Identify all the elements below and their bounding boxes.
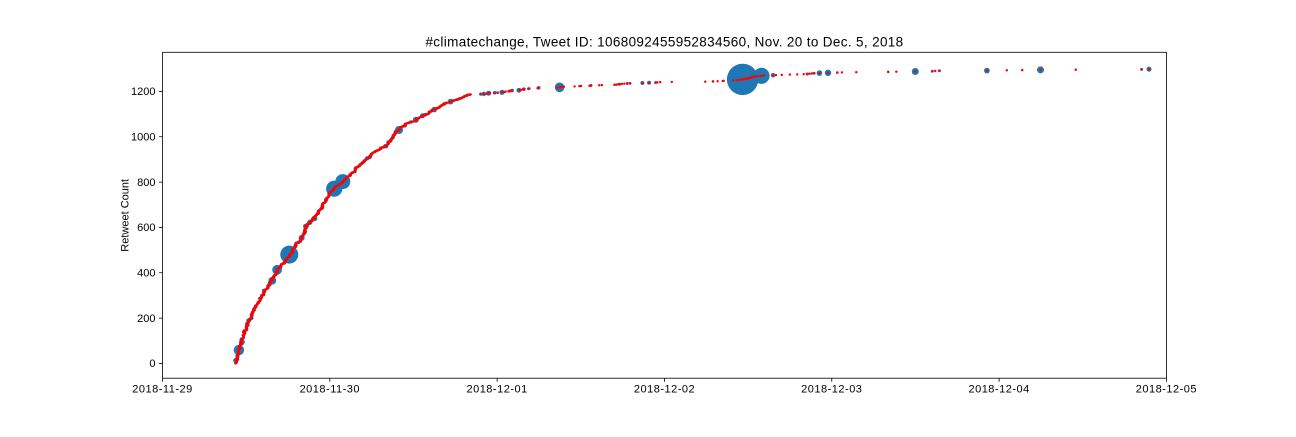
svg-text:200: 200: [137, 313, 155, 325]
svg-text:2018-11-30: 2018-11-30: [300, 384, 360, 396]
svg-text:2018-12-03: 2018-12-03: [801, 384, 862, 396]
svg-text:800: 800: [137, 177, 155, 189]
svg-text:2018-12-01: 2018-12-01: [466, 384, 527, 396]
svg-text:2018-11-29: 2018-11-29: [132, 384, 192, 396]
svg-text:600: 600: [137, 222, 155, 234]
svg-text:1200: 1200: [131, 86, 155, 98]
svg-text:Retweet Count: Retweet Count: [120, 179, 132, 252]
svg-text:2018-12-05: 2018-12-05: [1136, 384, 1197, 396]
svg-text:1000: 1000: [131, 132, 155, 144]
svg-text:400: 400: [137, 268, 155, 280]
svg-text:0: 0: [149, 358, 155, 370]
svg-text:#climatechange, Tweet ID: 1068: #climatechange, Tweet ID: 10680924559528…: [425, 34, 903, 49]
svg-text:2018-12-02: 2018-12-02: [634, 384, 695, 396]
svg-text:2018-12-04: 2018-12-04: [968, 384, 1029, 396]
